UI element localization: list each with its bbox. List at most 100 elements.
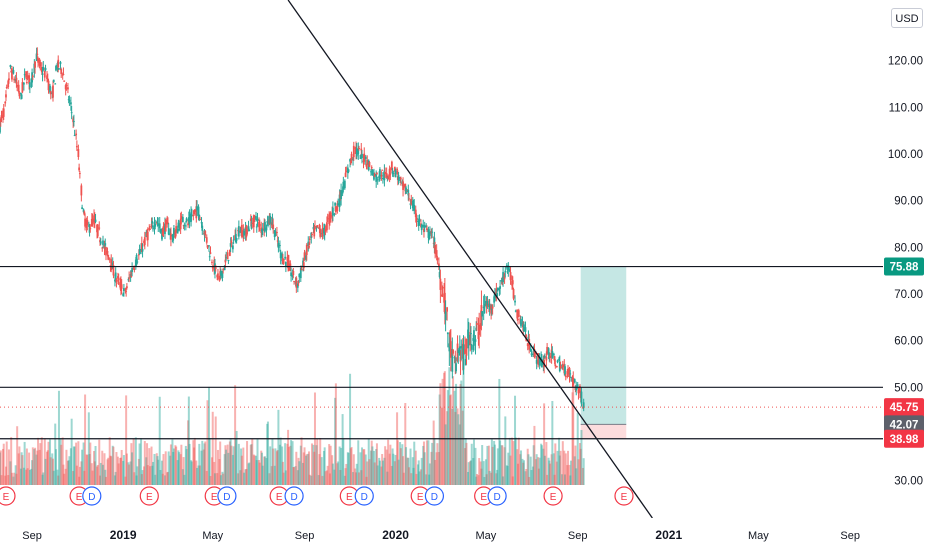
volume-bar [402,472,405,485]
volume-bar [532,445,535,485]
volume-bar [219,475,222,485]
volume-bar [216,473,219,485]
candle-body [376,173,378,175]
volume-bar [467,462,470,485]
volume-bar [559,450,562,485]
candle-body [552,353,555,356]
candle-body [370,166,373,169]
volume-bar [243,472,246,485]
volume-bar [63,473,66,485]
earnings-marker [543,486,563,506]
volume-bar [569,475,572,485]
long-position-tool[interactable] [580,266,627,439]
volume-bar [422,441,425,485]
volume-bar [446,390,449,485]
volume-bar [558,455,561,485]
volume-bar [240,448,243,485]
candle-body [429,231,431,236]
volume-bar [498,378,501,485]
volume-bar [481,445,484,485]
candle-body [293,281,295,283]
volume-bar [505,465,508,485]
volume-bar [319,437,322,485]
candle-body [337,203,340,206]
volume-bar [122,455,125,485]
candle-body [135,255,138,265]
volume-bar [188,443,191,485]
volume-bar [108,437,111,485]
volume-bar [129,461,132,485]
volume-bar [305,454,308,485]
candle-body [535,359,538,364]
candle-body [125,286,128,289]
price-tick-label: 50.00 [894,382,923,394]
candle-body [253,215,256,219]
volume-bar [141,470,144,485]
candle-body [404,183,407,192]
candle-body [444,311,447,321]
volume-bar [252,454,255,485]
trend-line[interactable] [287,0,653,519]
volume-bar [509,455,512,485]
candle-body [512,289,515,299]
volume-bar [443,372,446,485]
volume-bar [146,465,149,485]
candle-body [136,261,139,263]
volume-bar [556,450,559,485]
volume-bar [414,450,417,485]
candle-body [561,364,564,368]
candle-body [567,368,569,375]
event-marker-label: D [223,492,230,503]
volume-bar [172,451,175,485]
volume-bar [15,473,18,485]
time-tick-label: 2020 [382,528,409,542]
volume-bar [70,418,73,485]
volume-bar [104,469,107,485]
candle-body [360,148,363,151]
candle-body [559,366,562,369]
volume-bar [533,425,536,485]
currency-button[interactable]: USD [891,8,923,28]
volume-bar [336,463,339,485]
volume-bar [225,449,228,485]
volume-bar [299,445,302,485]
volume-bar [23,441,26,485]
volume-bar [137,458,140,485]
candle-body [347,169,350,172]
volume-bar [258,460,261,485]
candle-body [98,227,101,229]
volume-bar [163,475,166,485]
candle-body [137,254,140,256]
candle-body [474,339,477,342]
candle-body [157,223,160,226]
volume-bar [344,468,347,485]
event-marker-label: E [3,492,10,503]
candle-body [498,288,501,291]
volume-bar [428,474,431,485]
volume-bar [230,445,233,485]
volume-bar [317,475,320,485]
volume-bar [486,445,489,485]
volume-bar [399,448,402,485]
candle-body [428,233,431,239]
volume-bar [290,440,293,485]
volume-bar [34,447,37,485]
volume-bar [360,470,363,485]
volume-bar [284,470,287,485]
volume-bar [508,437,511,485]
volume-bar [331,455,334,485]
horizontal-levels[interactable] [0,265,883,440]
candle-body [59,61,62,65]
time-axis[interactable]: Sep 2019 May Sep 2020 May Sep 2021 May Sep [0,518,932,550]
volume-bar [573,456,576,485]
candle-body [382,178,384,180]
volume-bar [270,466,273,485]
candle-body [364,156,367,159]
candle-body [526,343,529,347]
volume-bar [286,443,289,485]
candle-body [470,333,472,335]
volume-bar [302,452,305,485]
